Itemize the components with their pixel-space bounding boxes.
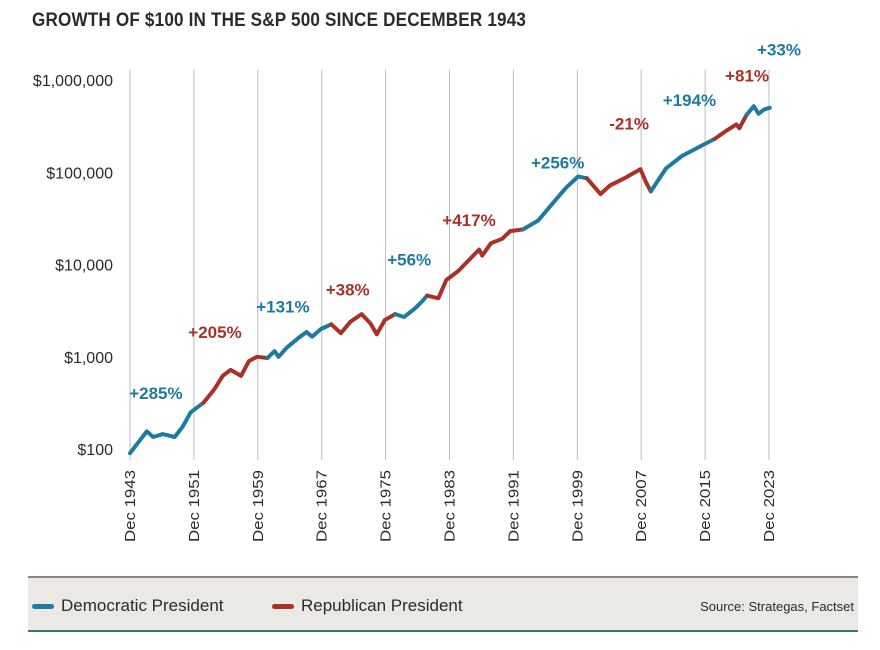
legend-label-republican: Republican President [301,596,463,615]
series-segment-republican [584,167,653,197]
x-axis: Dec 1943 Dec 1951 Dec 1959 Dec 1967 Dec 1975… [122,470,778,542]
series-segment-democratic [744,104,772,117]
x-tick-label: Dec 1975 [378,470,395,542]
segment-label-democratic: +194% [663,91,716,110]
segment-label-republican: +81% [725,67,769,86]
series-segment-republican [712,112,749,141]
x-tick-label: Dec 1983 [442,470,459,542]
growth-chart: $100 $1,000 $10,000 $100,000 $1,000,000 Dec … [33,40,801,542]
legend-swatch-republican [272,603,294,609]
legend-label-democratic: Democratic President [61,596,224,615]
y-tick-label: $1,000,000 [33,73,113,90]
legend-item-republican: Republican President [272,596,463,616]
segment-label-democratic: +33% [757,40,801,59]
series-segment-democratic [128,400,206,456]
series-segment-democratic [648,136,717,194]
series-segment-democratic [393,293,430,319]
y-tick-label: $1,000 [64,350,113,367]
y-tick-label: $100,000 [46,165,113,182]
x-tick-label: Dec 1991 [505,470,522,542]
segment-label-republican: +38% [326,281,370,300]
segment-label-republican: +417% [442,211,495,230]
y-axis: $100 $1,000 $10,000 $100,000 $1,000,000 [33,73,113,459]
series-lines [128,104,772,456]
segment-label-democratic: +285% [129,384,182,403]
segment-label-republican: -21% [609,115,649,134]
y-tick-label: $100 [77,442,113,459]
segment-label-democratic: +256% [531,153,584,172]
segment-label-democratic: +131% [256,298,309,317]
grid-lines [129,70,770,460]
x-tick-label: Dec 1943 [122,470,139,542]
segment-label-republican: +205% [188,323,241,342]
x-tick-label: Dec 1967 [314,470,331,542]
x-tick-label: Dec 2023 [761,470,778,542]
x-tick-label: Dec 1951 [186,470,203,542]
series-segment-republican [425,227,525,301]
legend-item-democratic: Democratic President [32,596,224,616]
chart-title: GROWTH OF $100 IN THE S&P 500 SINCE DECE… [32,10,527,31]
segment-label-democratic: +56% [387,250,431,269]
series-segment-democratic [521,174,589,232]
source-note: Source: Strategas, Factset [700,599,854,614]
x-tick-label: Dec 1999 [569,470,586,542]
x-tick-label: Dec 2015 [697,470,714,542]
x-tick-label: Dec 2007 [633,470,650,542]
series-segment-republican [329,312,398,337]
legend-swatch-democratic [32,603,54,609]
segment-labels: +285% +205% +131% +38% +56% +417% +256% -21% +19… [129,40,801,402]
y-tick-label: $10,000 [55,258,113,275]
series-segment-republican [201,354,270,405]
legend-bar: Democratic President Republican Presiden… [28,576,858,632]
x-tick-label: Dec 1959 [250,470,267,542]
series-segment-democratic [265,322,334,360]
